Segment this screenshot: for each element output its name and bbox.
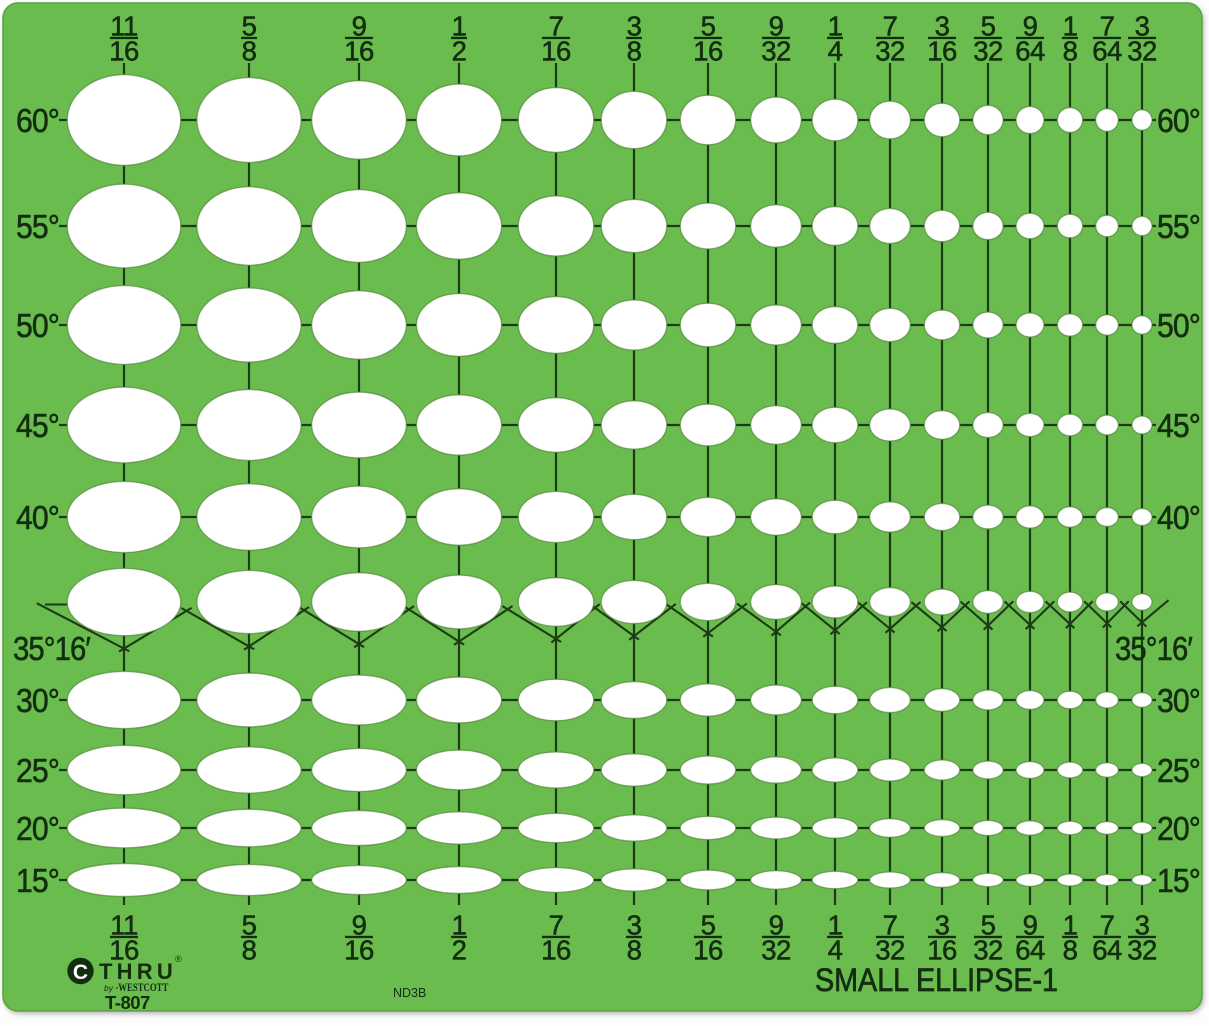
svg-text:15°: 15° (16, 863, 59, 900)
svg-text:THRU: THRU (99, 959, 177, 984)
svg-text:5: 5 (701, 910, 716, 941)
svg-text:60°: 60° (1157, 103, 1200, 140)
svg-text:32: 32 (1127, 934, 1157, 965)
svg-text:7: 7 (883, 910, 898, 941)
svg-text:3: 3 (627, 910, 642, 941)
svg-text:ND3B: ND3B (393, 986, 426, 1000)
svg-text:8: 8 (242, 35, 257, 66)
svg-text:11: 11 (110, 910, 138, 941)
svg-text:16: 16 (693, 934, 723, 965)
svg-text:64: 64 (1015, 35, 1045, 66)
svg-text:5: 5 (242, 11, 257, 42)
svg-text:9: 9 (1023, 910, 1038, 941)
svg-text:11: 11 (110, 11, 138, 42)
svg-text:C: C (73, 961, 88, 984)
svg-text:3: 3 (627, 11, 642, 42)
svg-text:9: 9 (1023, 11, 1038, 42)
svg-text:35°16′: 35°16′ (13, 631, 91, 668)
svg-text:2: 2 (452, 35, 467, 66)
svg-text:45°: 45° (1157, 408, 1200, 445)
svg-text:16: 16 (927, 35, 957, 66)
svg-text:7: 7 (883, 11, 898, 42)
svg-text:32: 32 (973, 35, 1003, 66)
svg-text:20°: 20° (1157, 811, 1200, 848)
svg-text:45°: 45° (16, 408, 59, 445)
svg-text:4: 4 (828, 35, 843, 66)
svg-text:8: 8 (242, 934, 257, 965)
svg-text:40°: 40° (1157, 500, 1200, 537)
svg-text:64: 64 (1092, 934, 1122, 965)
svg-text:32: 32 (761, 934, 791, 965)
svg-text:55°: 55° (16, 209, 59, 246)
svg-text:7: 7 (1100, 910, 1115, 941)
svg-text:5: 5 (242, 910, 257, 941)
svg-text:16: 16 (344, 934, 374, 965)
svg-text:8: 8 (627, 35, 642, 66)
svg-text:9: 9 (352, 11, 367, 42)
svg-text:35°16′: 35°16′ (1115, 631, 1193, 668)
svg-text:32: 32 (761, 35, 791, 66)
svg-text:16: 16 (693, 35, 723, 66)
svg-text:8: 8 (1063, 934, 1078, 965)
svg-text:8: 8 (1063, 35, 1078, 66)
svg-text:32: 32 (973, 934, 1003, 965)
svg-text:9: 9 (769, 11, 784, 42)
svg-text:1: 1 (1063, 11, 1078, 42)
svg-text:16: 16 (344, 35, 374, 66)
svg-text:1: 1 (1063, 910, 1078, 941)
svg-text:3: 3 (935, 910, 950, 941)
svg-text:2: 2 (452, 934, 467, 965)
svg-text:64: 64 (1092, 35, 1122, 66)
svg-text:1: 1 (828, 11, 843, 42)
svg-text:1: 1 (452, 11, 467, 42)
svg-text:32: 32 (1127, 35, 1157, 66)
svg-text:7: 7 (549, 11, 564, 42)
svg-text:55°: 55° (1157, 209, 1200, 246)
svg-text:25°: 25° (16, 753, 59, 790)
svg-text:16: 16 (109, 35, 139, 66)
svg-text:50°: 50° (1157, 308, 1200, 345)
svg-text:1: 1 (452, 910, 467, 941)
svg-text:32: 32 (875, 934, 905, 965)
svg-text:30°: 30° (1157, 683, 1200, 720)
svg-text:16: 16 (541, 35, 571, 66)
svg-text:1: 1 (828, 910, 843, 941)
svg-text:50°: 50° (16, 308, 59, 345)
svg-text:20°: 20° (16, 811, 59, 848)
svg-text:3: 3 (935, 11, 950, 42)
svg-text:®: ® (175, 954, 182, 964)
svg-text:5: 5 (981, 910, 996, 941)
svg-text:16: 16 (927, 934, 957, 965)
svg-text:30°: 30° (16, 683, 59, 720)
svg-text:3: 3 (1135, 910, 1150, 941)
svg-text:7: 7 (1100, 11, 1115, 42)
svg-text:SMALL ELLIPSE-1: SMALL ELLIPSE-1 (815, 962, 1058, 998)
svg-text:60°: 60° (16, 103, 59, 140)
svg-text:9: 9 (769, 910, 784, 941)
svg-text:16: 16 (109, 934, 139, 965)
svg-text:8: 8 (627, 934, 642, 965)
svg-text:64: 64 (1015, 934, 1045, 965)
svg-text:5: 5 (981, 11, 996, 42)
svg-text:by -WESTCOTT: by -WESTCOTT (104, 982, 169, 994)
svg-text:9: 9 (352, 910, 367, 941)
svg-text:4: 4 (828, 934, 843, 965)
svg-text:16: 16 (541, 934, 571, 965)
svg-text:15°: 15° (1157, 863, 1200, 900)
svg-text:25°: 25° (1157, 753, 1200, 790)
svg-text:40°: 40° (16, 500, 59, 537)
svg-text:32: 32 (875, 35, 905, 66)
svg-text:7: 7 (549, 910, 564, 941)
svg-text:5: 5 (701, 11, 716, 42)
svg-text:T-807: T-807 (105, 992, 150, 1013)
svg-text:3: 3 (1135, 11, 1150, 42)
